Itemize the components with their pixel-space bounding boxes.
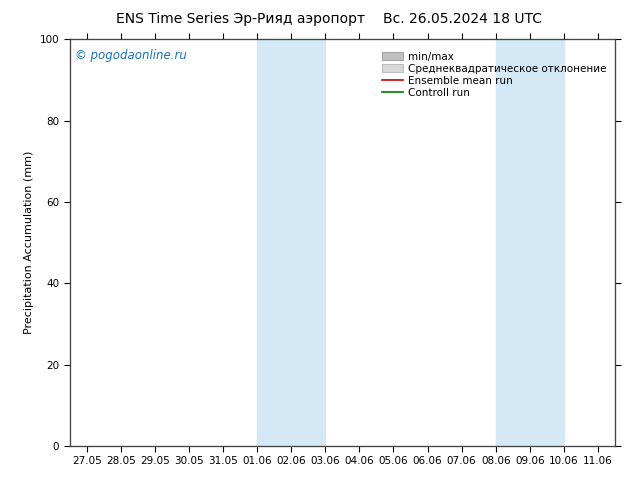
Bar	[496, 39, 564, 446]
Legend: min/max, Среднеквадратическое отклонение, Ensemble mean run, Controll run: min/max, Среднеквадратическое отклонение…	[379, 49, 610, 101]
Bar	[257, 39, 325, 446]
Text: Вс. 26.05.2024 18 UTC: Вс. 26.05.2024 18 UTC	[384, 12, 542, 26]
Text: © pogodaonline.ru: © pogodaonline.ru	[75, 49, 187, 62]
Y-axis label: Precipitation Accumulation (mm): Precipitation Accumulation (mm)	[24, 151, 34, 334]
Text: ENS Time Series Эр-Рияд аэропорт: ENS Time Series Эр-Рияд аэропорт	[117, 12, 365, 26]
